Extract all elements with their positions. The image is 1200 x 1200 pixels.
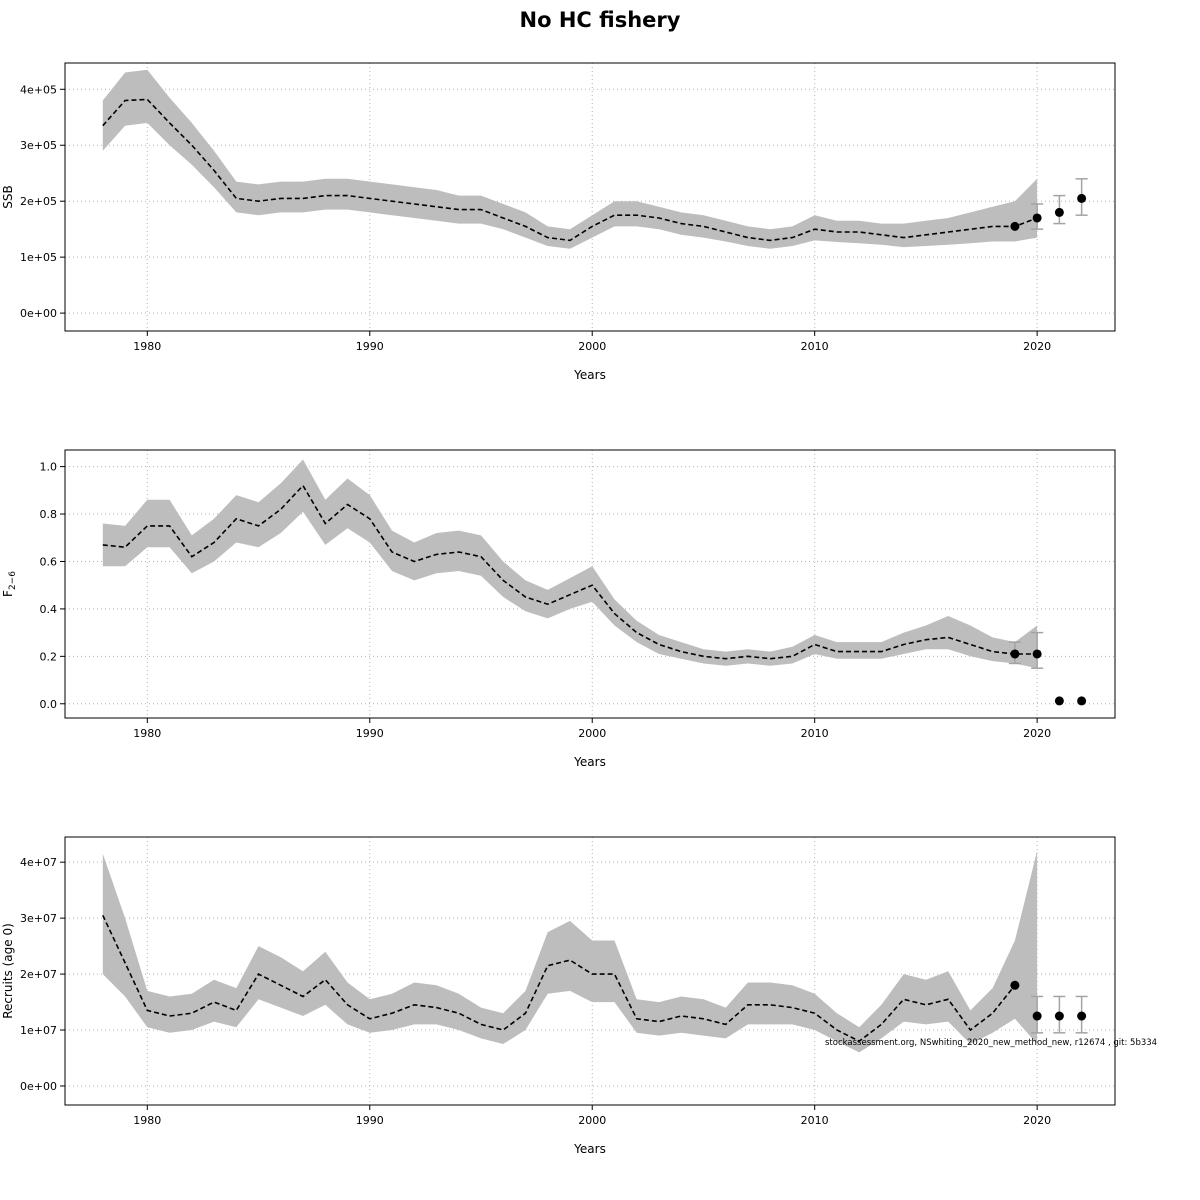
ssb-x-tick-label: 2010 [801, 340, 829, 353]
f2-6-grid [65, 450, 1115, 718]
ssb-mean-line [102, 98, 1038, 242]
ssb-x-tick-label: 2000 [578, 340, 606, 353]
recruits-forecast-point [1077, 1011, 1087, 1021]
ssb-y-tick-label: 1e+05 [20, 251, 57, 264]
ssb-forecast-point [1032, 213, 1042, 223]
recruits-mean-line [102, 914, 1016, 1043]
f2-6-y-tick-label: 1.0 [40, 461, 58, 474]
ssb-axes: 1980 1990 2000 2010 2020 0e+00 1e+05 2e+05 3e+05… [20, 83, 1051, 353]
f2-6-y-axis-title: F2−6 [1, 571, 18, 597]
ssb-forecast-point [1010, 221, 1020, 231]
ssb-panel: 1980 1990 2000 2010 2020 0e+00 1e+05 2e+05 3e+05… [1, 62, 1116, 382]
ssb-y-tick-label: 2e+05 [20, 195, 57, 208]
recruits-forecast-point [1010, 980, 1020, 990]
f2-6-forecast-point [1032, 649, 1042, 659]
f2-6-forecast-point [1077, 696, 1087, 706]
f2-6-x-tick-label: 1990 [356, 727, 384, 740]
recruits-y-tick-label: 2e+07 [20, 968, 57, 981]
f2-6-plot-border [64, 449, 1116, 719]
ssb-x-tick-label: 1980 [133, 340, 161, 353]
ssb-x-tick-label: 1990 [356, 340, 384, 353]
recruits-confidence-band [102, 851, 1038, 1053]
recruits-forecast-point [1032, 1011, 1042, 1021]
f2-6-y-tick-label: 0.4 [40, 603, 58, 616]
f2-6-x-tick-label: 2020 [1023, 727, 1051, 740]
f2-6-confidence-band [102, 459, 1038, 669]
recruits-panel: 1980 1990 2000 2010 2020 0e+00 1e+07 2e+07 3e+07… [1, 836, 1116, 1156]
ssb-plot-border [64, 62, 1116, 332]
ssb-x-tick-label: 2020 [1023, 340, 1051, 353]
watermark-text: stockassessment.org, NSwhiting_2020_new_… [825, 1038, 1158, 1048]
f2-6-forecast-points [1010, 649, 1087, 706]
ssb-confidence-band [102, 69, 1038, 249]
f2-6-x-tick-label: 2010 [801, 727, 829, 740]
recruits-y-axis-title: Recruits (age 0) [1, 923, 15, 1019]
recruits-plot-border [64, 836, 1116, 1106]
panels-container: 1980 1990 2000 2010 2020 0e+00 1e+05 2e+05 3e+05… [0, 38, 1200, 1199]
recruits-y-tick-label: 1e+07 [20, 1024, 57, 1037]
ssb-y-tick-label: 3e+05 [20, 139, 57, 152]
ssb-x-axis-title: Years [573, 368, 606, 382]
recruits-axes: 1980 1990 2000 2010 2020 0e+00 1e+07 2e+07 3e+07… [20, 856, 1051, 1127]
f2-6-forecast-point [1010, 649, 1020, 659]
recruits-y-tick-label: 0e+00 [20, 1080, 57, 1093]
recruits-y-tick-label: 4e+07 [20, 856, 57, 869]
recruits-forecast-point [1054, 1011, 1064, 1021]
f2-6-panel: 1980 1990 2000 2010 2020 0.0 0.2 0.4 0.6 0.8 1.0 Ye… [1, 449, 1116, 769]
ssb-forecast-point [1077, 193, 1087, 203]
f2-6-forecast-point [1054, 696, 1064, 706]
f2-6-x-tick-label: 2000 [578, 727, 606, 740]
f2-6-x-axis-title: Years [573, 755, 606, 769]
f2-6-y-tick-label: 0.8 [40, 508, 58, 521]
f2-6-y-tick-label: 0.0 [40, 698, 58, 711]
ssb-forecast-point [1054, 207, 1064, 217]
recruits-x-tick-label: 2000 [578, 1114, 606, 1127]
ssb-y-tick-label: 0e+00 [20, 307, 57, 320]
page-title: No HC fishery [519, 8, 681, 32]
recruits-forecast-points [1010, 980, 1087, 1021]
ssb-y-axis-title: SSB [1, 185, 15, 208]
f2-6-y-tick-label: 0.6 [40, 555, 58, 568]
recruits-y-tick-label: 3e+07 [20, 912, 57, 925]
ssb-grid [65, 63, 1115, 331]
recruits-x-axis-title: Years [573, 1142, 606, 1156]
ssb-forecast-points [1010, 193, 1087, 231]
f2-6-x-tick-label: 1980 [133, 727, 161, 740]
recruits-x-tick-label: 2010 [801, 1114, 829, 1127]
ssb-y-tick-label: 4e+05 [20, 83, 57, 96]
recruits-x-tick-label: 1980 [133, 1114, 161, 1127]
recruits-x-tick-label: 1990 [356, 1114, 384, 1127]
f2-6-mean-line [102, 484, 1038, 660]
f2-6-y-tick-label: 0.2 [40, 650, 58, 663]
recruits-x-tick-label: 2020 [1023, 1114, 1051, 1127]
f2-6-axes: 1980 1990 2000 2010 2020 0.0 0.2 0.4 0.6 0.8 1.0 [40, 461, 1052, 740]
